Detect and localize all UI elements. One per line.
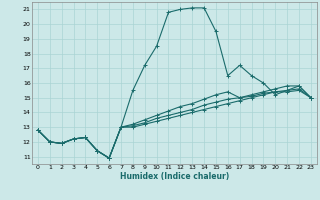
X-axis label: Humidex (Indice chaleur): Humidex (Indice chaleur) bbox=[120, 172, 229, 181]
